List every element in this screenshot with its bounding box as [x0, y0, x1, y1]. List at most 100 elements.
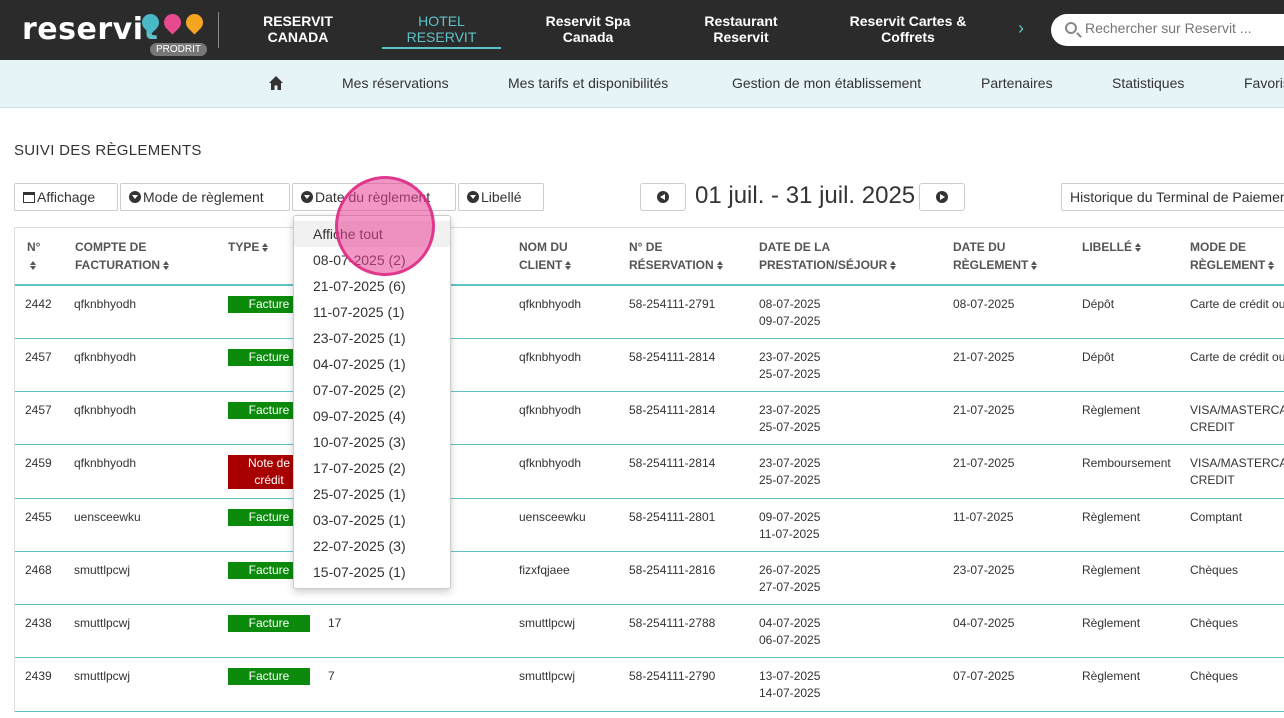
sort-icon [262, 243, 269, 252]
table-row[interactable]: 2438 smuttlpcwj Facture 17 smuttlpcwj 58-2541… [15, 605, 1284, 658]
table-row[interactable]: 2457 qfknbhyodh Facture qfknbhyodh 58-254111… [15, 339, 1284, 392]
col-compte[interactable]: COMPTE DE FACTURATION [75, 238, 170, 274]
cell-mode: Chèques [1190, 616, 1239, 630]
sort-icon [716, 261, 724, 270]
cell-client: smuttlpcwj [519, 616, 576, 630]
cell-prestation: 23-07-2025 25-07-2025 [759, 403, 821, 434]
dropdown-item-date[interactable]: 25-07-2025 (1) [313, 486, 406, 502]
cell-num: 2457 [25, 350, 52, 364]
cell-prestation: 26-07-2025 27-07-2025 [759, 563, 821, 594]
dropdown-item-date[interactable]: 04-07-2025 (1) [313, 356, 406, 372]
cell-num: 2455 [25, 510, 52, 524]
col-mode[interactable]: MODE DE RÈGLEMENT [1190, 238, 1275, 274]
historique-terminal-button[interactable]: Historique du Terminal de Paiement [1061, 183, 1284, 211]
table-row[interactable]: 2439 smuttlpcwj Facture 7 smuttlpcwj 58-25411… [15, 658, 1284, 712]
type-badge: Facture [228, 509, 310, 526]
col-reservation[interactable]: N° DE RÉSERVATION [629, 238, 724, 274]
search-input[interactable] [1085, 20, 1284, 36]
date-reglement-dropdown: Affiche tout 08-07-2025 (2) 21-07-2025 (6)… [293, 215, 451, 589]
date-reglement-filter[interactable]: Date du règlement [292, 183, 456, 211]
cell-client: qfknbhyodh [519, 297, 582, 311]
reservit-logo[interactable]: reservit PRODRIT [22, 10, 212, 58]
prodrit-badge: PRODRIT [150, 43, 207, 56]
col-prestation[interactable]: DATE DE LA PRESTATION/SÉJOUR [759, 238, 897, 274]
table-row[interactable]: 2442 qfknbhyodh Facture qfknbhyodh 58-254111… [15, 286, 1284, 339]
sort-icon [163, 261, 170, 270]
cell-date-reglement: 04-07-2025 [953, 616, 1015, 630]
dropdown-item-date[interactable]: 10-07-2025 (3) [313, 434, 406, 450]
table-header: N° COMPTE DE FACTURATION TYPE NOM DU CLIEN… [15, 228, 1284, 286]
cell-compte: qfknbhyodh [74, 350, 137, 364]
col-type[interactable]: TYPE [228, 238, 269, 256]
nav-tarifs-disponibilites[interactable]: Mes tarifs et disponibilités [508, 75, 669, 91]
payments-table: N° COMPTE DE FACTURATION TYPE NOM DU CLIEN… [14, 227, 1284, 712]
type-badge: Facture [228, 349, 310, 366]
chevron-right-icon[interactable]: › [1018, 18, 1024, 38]
home-icon[interactable] [268, 75, 284, 91]
cell-compte: qfknbhyodh [74, 403, 137, 417]
dropdown-item-date[interactable]: 23-07-2025 (1) [313, 330, 406, 346]
mode-reglement-filter[interactable]: Mode de règlement [120, 183, 290, 211]
arrow-right-icon [936, 191, 948, 203]
cell-libelle: Règlement [1082, 669, 1141, 683]
cell-date-reglement: 23-07-2025 [953, 563, 1015, 577]
dropdown-item-date[interactable]: 22-07-2025 (3) [313, 538, 406, 554]
nav-statistiques[interactable]: Statistiques [1112, 75, 1185, 91]
dropdown-item-date[interactable]: 07-07-2025 (2) [313, 382, 406, 398]
type-badge: Facture [228, 296, 310, 313]
page-title: SUIVI DES RÈGLEMENTS [14, 142, 202, 159]
dropdown-item-date[interactable]: 17-07-2025 (2) [313, 460, 406, 476]
cell-libelle: Dépôt [1082, 350, 1115, 364]
cell-reservation: 58-254111-2791 [629, 297, 716, 311]
dropdown-item-date[interactable]: 08-07-2025 (2) [313, 252, 406, 268]
dropdown-item-date[interactable]: 11-07-2025 (1) [313, 304, 405, 320]
dropdown-item-date[interactable]: 09-07-2025 (4) [313, 408, 406, 424]
cell-client: qfknbhyodh [519, 403, 582, 417]
affichage-button[interactable]: Affichage [14, 183, 118, 211]
libelle-filter[interactable]: Libellé [458, 183, 544, 211]
cell-prestation: 08-07-2025 09-07-2025 [759, 297, 821, 328]
cell-compte: qfknbhyodh [74, 297, 137, 311]
cell-date-reglement: 21-07-2025 [953, 456, 1015, 470]
previous-period-button[interactable] [640, 183, 686, 211]
cell-num: 2468 [25, 563, 52, 577]
dropdown-item-date[interactable]: 03-07-2025 (1) [313, 512, 406, 528]
cell-date-reglement: 07-07-2025 [953, 669, 1015, 683]
search-box [1051, 14, 1284, 46]
chevron-down-icon [129, 191, 141, 203]
dropdown-item-show-all[interactable]: Affiche tout [294, 221, 450, 247]
nav-partenaires[interactable]: Partenaires [981, 75, 1053, 91]
dropdown-item-date[interactable]: 15-07-2025 (1) [313, 564, 406, 580]
cell-libelle: Remboursement [1082, 456, 1171, 470]
cell-date-reglement: 08-07-2025 [953, 297, 1015, 311]
cell-prestation: 09-07-2025 11-07-2025 [759, 510, 821, 541]
cell-ref: 17 [328, 616, 342, 630]
col-client[interactable]: NOM DU CLIENT [519, 238, 572, 274]
cell-libelle: Dépôt [1082, 297, 1115, 311]
col-libelle[interactable]: LIBELLÉ [1082, 238, 1142, 256]
cell-num: 2459 [25, 456, 52, 470]
table-row[interactable]: 2457 qfknbhyodh Facture qfknbhyodh 58-254111… [15, 392, 1284, 445]
table-row[interactable]: 2459 qfknbhyodh Note de crédit qfknbhyodh 58-… [15, 445, 1284, 499]
type-badge: Facture [228, 562, 310, 579]
col-date-reglement[interactable]: DATE DU RÈGLEMENT [953, 238, 1038, 274]
nav-favoris[interactable]: Favoris [1244, 75, 1284, 91]
sort-icon [1031, 261, 1038, 270]
cell-mode: Chèques [1190, 669, 1239, 683]
tab-reservit-spa-canada[interactable]: Reservit Spa Canada [545, 13, 631, 45]
next-period-button[interactable] [919, 183, 965, 211]
nav-mes-reservations[interactable]: Mes réservations [342, 75, 449, 91]
nav-gestion-etablissement[interactable]: Gestion de mon établissement [732, 75, 922, 91]
tab-reservit-canada[interactable]: RESERVIT CANADA [263, 13, 333, 45]
table-row[interactable]: 2455 uensceewku Facture uensceewku 58-254111… [15, 499, 1284, 552]
tab-cartes-coffrets[interactable]: Reservit Cartes & Coffrets [849, 13, 967, 45]
table-row[interactable]: 2468 smuttlpcwj Facture fizxfqjaee 58-254111… [15, 552, 1284, 605]
tab-restaurant-reservit[interactable]: Restaurant Reservit [704, 13, 778, 45]
type-badge: Facture [228, 668, 310, 685]
cell-mode: Comptant [1190, 510, 1243, 524]
dropdown-item-date[interactable]: 21-07-2025 (6) [313, 278, 406, 294]
col-num[interactable]: N° [27, 238, 40, 274]
arrow-left-icon [657, 191, 669, 203]
tab-hotel-reservit[interactable]: HOTEL RESERVIT [382, 13, 501, 49]
